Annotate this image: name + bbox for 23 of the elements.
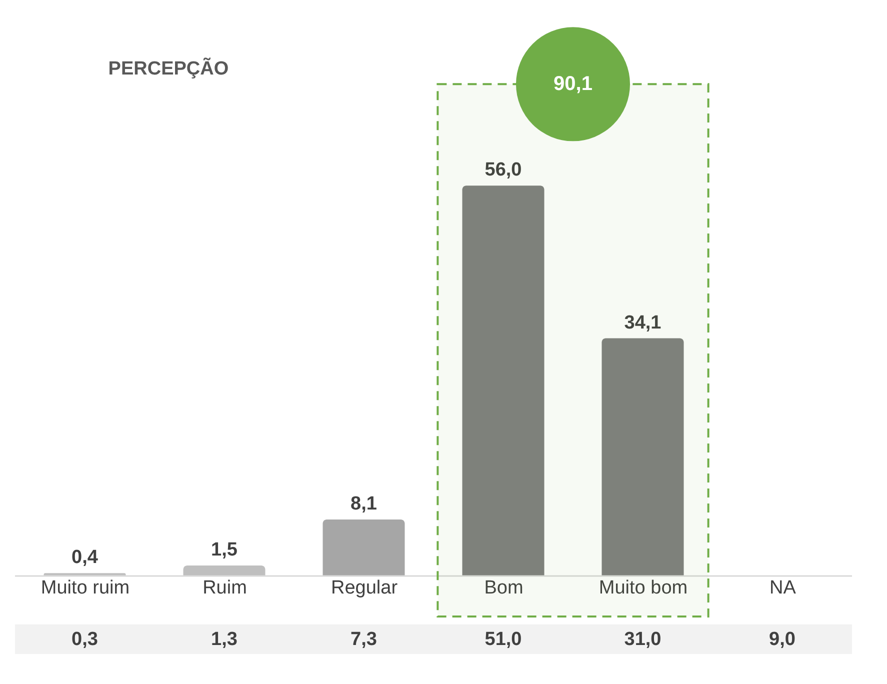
band-label: 90,1 (554, 73, 592, 96)
text: 7,3 (350, 629, 377, 650)
text: PERCEPÇÃO (108, 58, 229, 80)
data-label: 1,5 (211, 539, 238, 560)
text: 31,0 (624, 629, 662, 650)
bar (322, 519, 405, 576)
data-label: 8,1 (350, 493, 378, 514)
bar (183, 565, 266, 576)
text: 51,0 (484, 629, 522, 650)
data-label: 0,4 (72, 547, 98, 568)
data-label: 56,0 (484, 160, 522, 181)
x-tick-label: Bom (484, 578, 524, 598)
text: 9,0 (769, 629, 796, 650)
x-tick-label: Muito bom (598, 578, 688, 598)
x-tick-label: Muito ruim (40, 578, 130, 598)
text: 0,3 (72, 629, 98, 650)
text: 1,3 (211, 629, 238, 650)
x-tick-label: Ruim (202, 578, 247, 598)
bar (462, 186, 544, 576)
x-tick-label: Regular (330, 578, 398, 598)
x-tick-label: NA (770, 578, 796, 598)
data-label: 34,1 (624, 312, 662, 334)
bar (602, 338, 684, 576)
